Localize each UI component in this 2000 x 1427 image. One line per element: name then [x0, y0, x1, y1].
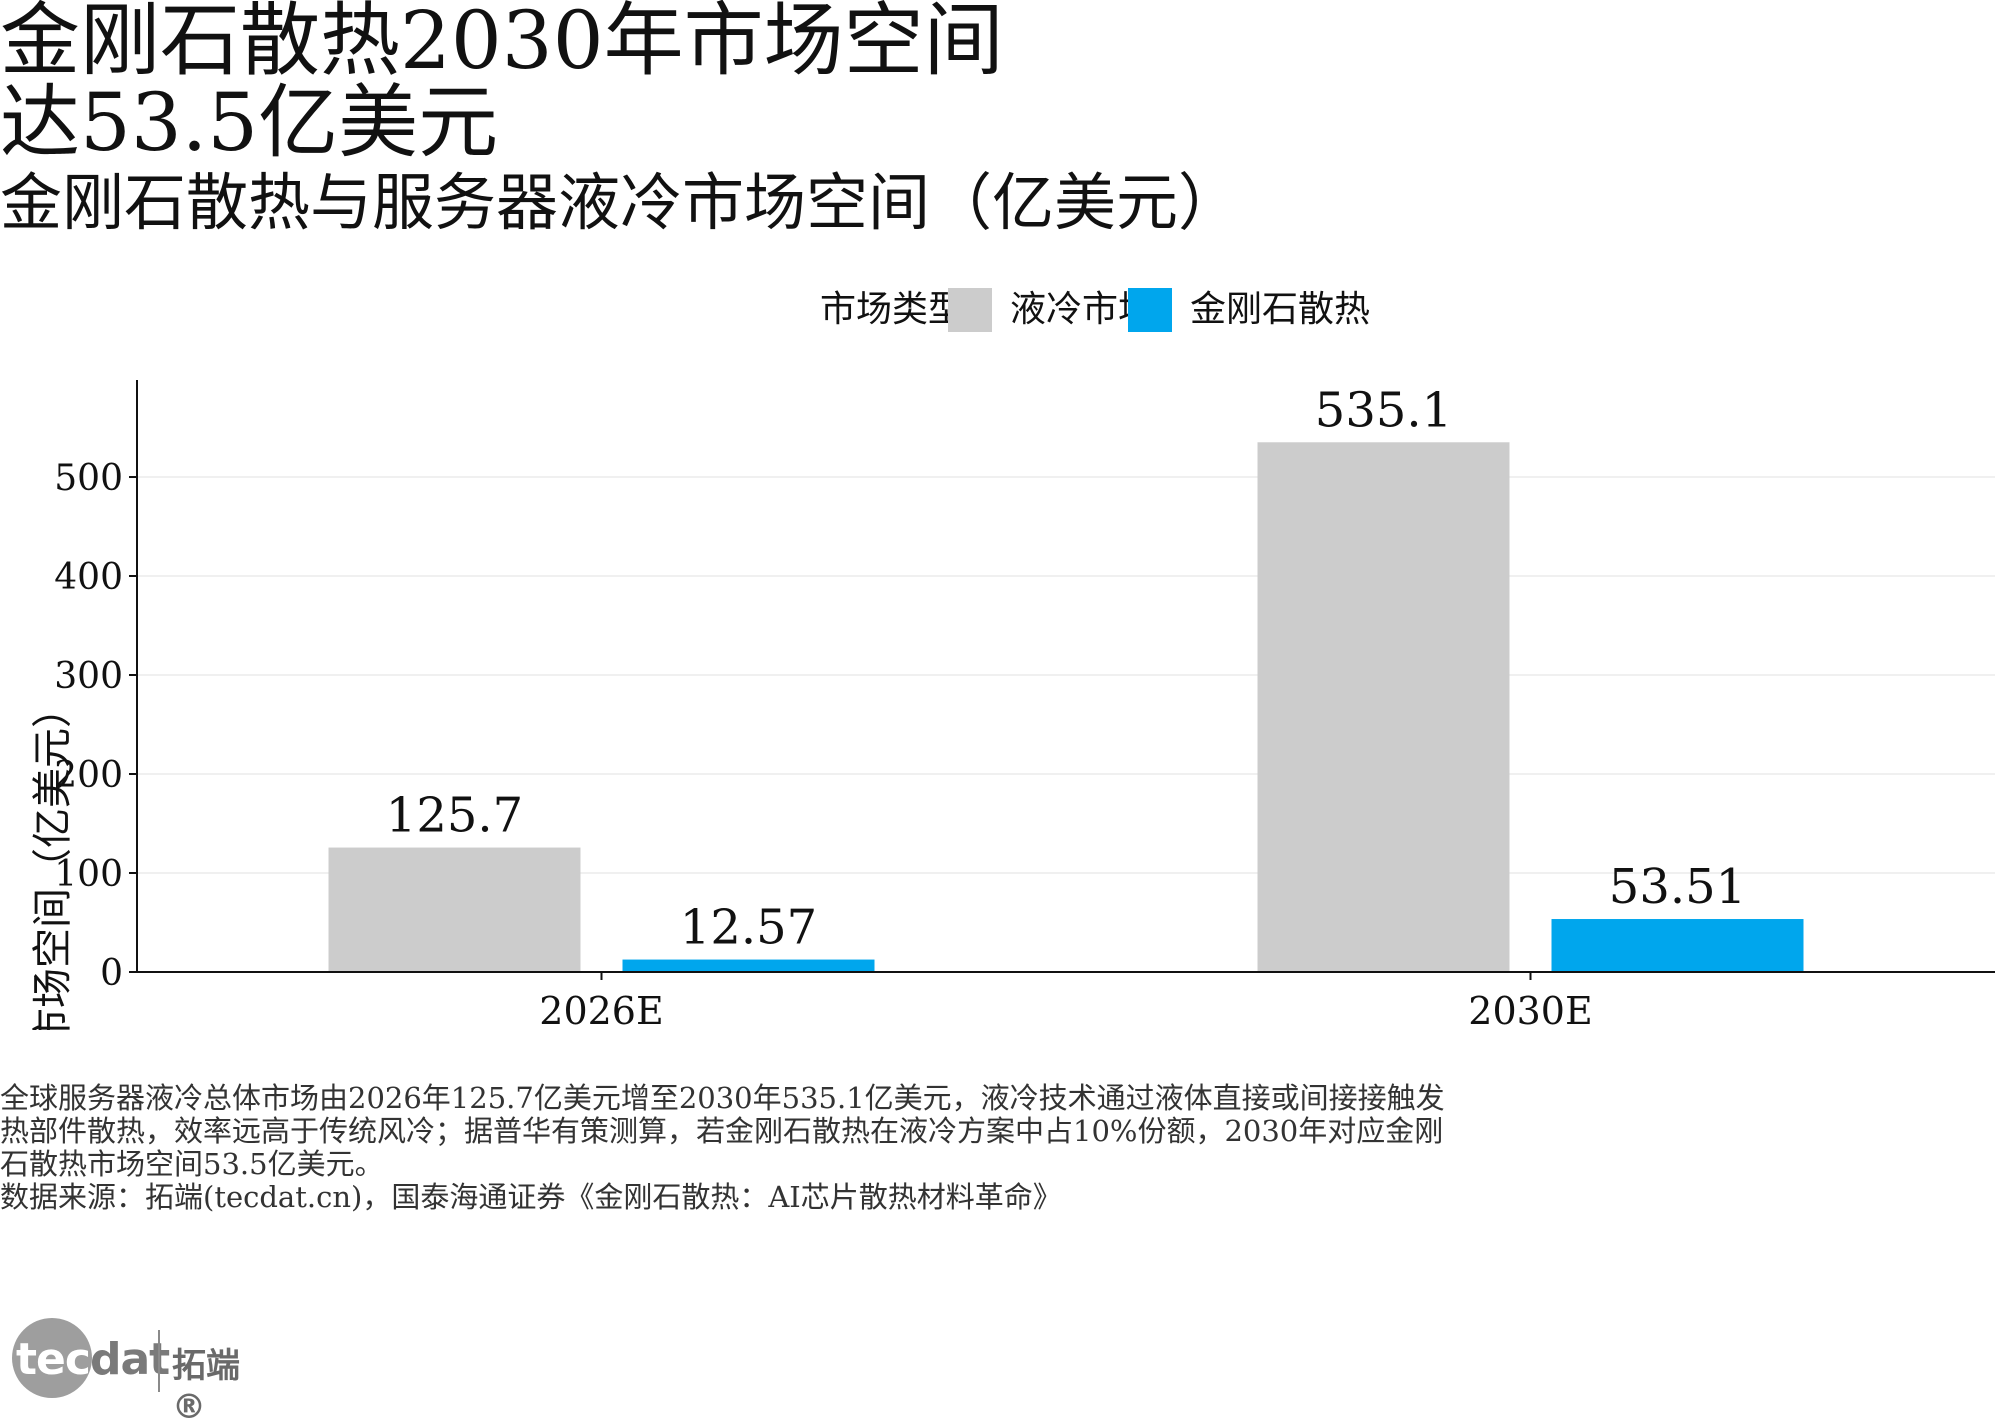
- data-label-2030E-1: 53.51: [1609, 859, 1746, 915]
- data-label-2026E-1: 12.57: [680, 900, 817, 956]
- y-tick-label-100: 100: [54, 854, 123, 895]
- y-axis-label: 市场空间（亿美元）: [30, 688, 76, 1030]
- legend-swatch-liquid-cooling: [948, 288, 992, 332]
- y-tick-label-200: 200: [54, 755, 123, 796]
- y-tick-label-500: 500: [54, 458, 123, 499]
- legend: 市场类型 液冷市场 金刚石散热: [820, 288, 1370, 332]
- bar-2026E-0: [328, 847, 581, 972]
- logo-wordmark: tecdat: [16, 1334, 170, 1385]
- y-tick-label-0: 0: [100, 953, 123, 994]
- bar-2026E-1: [622, 959, 875, 972]
- x-tick-label-2026E: 2026E: [539, 989, 663, 1030]
- chart-subtitle: 金刚石散热与服务器液冷市场空间（亿美元）: [0, 166, 1241, 239]
- bar-2030E-1: [1551, 919, 1804, 972]
- data-source: 数据来源：拓端(tecdat.cn)，国泰海通证券《金刚石散热：AI芯片散热材料…: [0, 1180, 1062, 1214]
- data-label-2030E-0: 535.1: [1315, 382, 1452, 438]
- x-axis-ticks: 2026E 2030E: [539, 972, 1593, 1030]
- bars: 125.7 12.57 535.1 53.51: [328, 382, 1804, 972]
- legend-swatch-diamond-cooling: [1128, 288, 1172, 332]
- y-tick-label-400: 400: [54, 557, 123, 598]
- chart-title: 金刚石散热2030年市场空间 达53.5亿美元: [0, 0, 1004, 169]
- logo-divider: [158, 1330, 160, 1392]
- x-tick-label-2030E: 2030E: [1468, 989, 1592, 1030]
- tecdat-logo: tecdat 拓端®: [12, 1318, 272, 1427]
- y-tick-label-300: 300: [54, 656, 123, 697]
- logo-chinese-name: 拓端®: [172, 1346, 240, 1427]
- bar-2030E-0: [1257, 442, 1510, 972]
- y-axis-ticks: 0 100 200 300 400 500: [54, 458, 137, 994]
- data-label-2026E-0: 125.7: [386, 788, 523, 844]
- bar-chart: 市场类型 液冷市场 金刚石散热 125.7 12.57 535.1 53.51 0 10…: [30, 288, 1995, 1030]
- logo-circle: [12, 1318, 92, 1398]
- legend-label-diamond-cooling: 金刚石散热: [1190, 289, 1370, 330]
- legend-title: 市场类型: [820, 289, 964, 330]
- chart-note: 全球服务器液冷总体市场由2026年125.7亿美元增至2030年535.1亿美元…: [0, 1081, 1445, 1181]
